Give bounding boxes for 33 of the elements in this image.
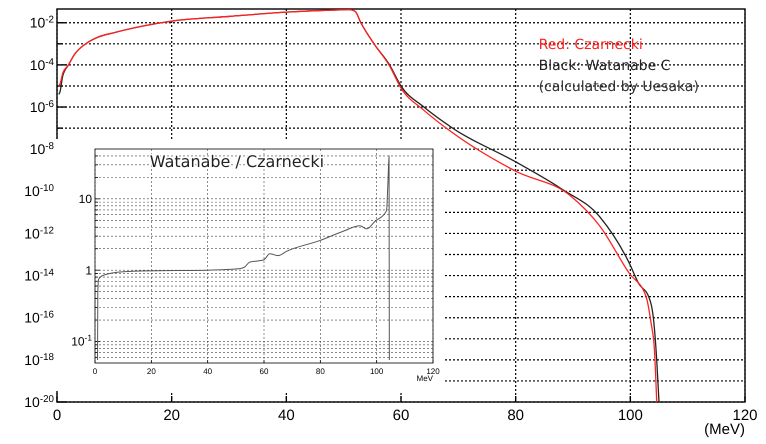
text: Red: Czarnecki — [538, 37, 643, 53]
y-tick-label: 10$^{-18}$ — [24, 351, 55, 368]
x-axis-title: (MeV) — [704, 421, 745, 438]
y-tick-label: 1 — [85, 263, 92, 278]
annotation: (calculated by Uesaka) — [538, 79, 699, 95]
x-tick-label: 0 — [52, 407, 62, 424]
x-tick-label: 80 — [316, 367, 326, 376]
x-tick-label: 40 — [278, 407, 295, 424]
y-tick-label: 10 — [78, 192, 92, 206]
y-tick-label: 10$^{-10}$ — [24, 182, 55, 200]
x-tick-label: 120 — [732, 407, 758, 424]
y-tick-label: 10$^{-8}$ — [30, 140, 55, 158]
y-tick-label: 10$^{-4}$ — [30, 56, 55, 73]
x-tick-label: 60 — [260, 367, 269, 376]
x-tick-label: 100 — [370, 367, 384, 376]
x-tick-label: 20 — [163, 407, 180, 424]
y-tick-label: 10$^{-1}$ — [71, 332, 92, 349]
x-tick-label: 20 — [146, 367, 156, 376]
line-series — [97, 155, 390, 361]
y-tick-label: 10$^{-20}$ — [24, 393, 55, 410]
y-tick-label: 10$^{-6}$ — [30, 98, 55, 115]
text: Black: Watanabe C — [538, 58, 671, 74]
x-tick-label: 80 — [507, 407, 524, 424]
x-tick-label: 120 — [426, 367, 440, 376]
y-tick-label: 10$^{-2}$ — [30, 14, 54, 31]
x-tick-label: 0 — [92, 367, 98, 376]
y-tick-label: 10$^{-14}$ — [24, 266, 55, 284]
y-tick-label: 10$^{-16}$ — [24, 309, 55, 326]
x-tick-label: 100 — [618, 407, 643, 424]
x-tick-label: 60 — [392, 407, 410, 424]
x-axis-title: MeV — [416, 374, 434, 383]
y-tick-label: 10$^{-12}$ — [24, 224, 54, 242]
x-tick-label: 40 — [203, 367, 213, 376]
